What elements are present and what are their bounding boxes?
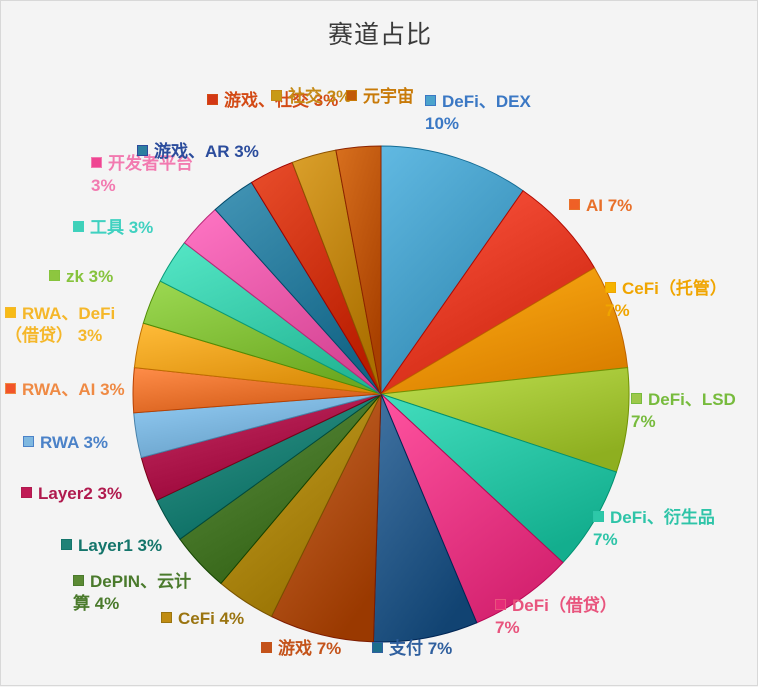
pie-slice-label-text: RWA、AI 3%: [22, 380, 125, 399]
pie-slice-label[interactable]: DePIN、云计算 4%: [73, 571, 193, 615]
legend-swatch-icon: [346, 90, 357, 101]
legend-swatch-icon: [207, 94, 218, 105]
legend-swatch-icon: [5, 383, 16, 394]
pie-slice-label-text: 支付 7%: [389, 639, 453, 658]
pie-slice-label[interactable]: zk 3%: [49, 266, 113, 288]
pie-slice-label-text: CeFi 4%: [178, 609, 245, 628]
legend-swatch-icon: [23, 436, 34, 447]
pie-slice-label[interactable]: 工具 3%: [73, 217, 153, 239]
legend-swatch-icon: [593, 511, 604, 522]
legend-swatch-icon: [631, 393, 642, 404]
pie-slice-label-text: AI 7%: [586, 196, 633, 215]
legend-swatch-icon: [569, 199, 580, 210]
pie-slice-label[interactable]: CeFi（托管） 7%: [605, 278, 755, 322]
legend-swatch-icon: [271, 90, 282, 101]
pie-slice-label[interactable]: 支付 7%: [372, 638, 452, 660]
pie-slice-label[interactable]: DeFi、DEX 10%: [425, 91, 555, 135]
pie-slice-label-text: 游戏、AR 3%: [154, 142, 259, 161]
pie-slice-label-text: 社交 3%: [288, 87, 352, 106]
pie-slice[interactable]: [380, 393, 564, 624]
pie-slice[interactable]: [372, 393, 478, 643]
pie-slice-label[interactable]: 游戏、AR 3%: [137, 141, 259, 163]
legend-swatch-icon: [425, 95, 436, 106]
pie-slice-label-text: Layer1 3%: [78, 536, 163, 555]
pie-slice[interactable]: [380, 190, 596, 395]
pie-slice[interactable]: [335, 145, 382, 395]
pie-slice-label[interactable]: Layer2 3%: [21, 483, 122, 505]
pie-slice-label-text: DeFi、DEX 10%: [425, 92, 531, 133]
pie-slice-label[interactable]: RWA、DeFi（借贷） 3%: [5, 303, 145, 347]
pie-slice-label-text: 元宇宙: [363, 87, 414, 106]
pie-slice-label[interactable]: Layer1 3%: [61, 535, 162, 557]
pie-slice-label[interactable]: RWA、AI 3%: [5, 379, 125, 401]
pie-slice-label-text: CeFi（托管） 7%: [605, 279, 727, 320]
legend-swatch-icon: [495, 599, 506, 610]
legend-swatch-icon: [73, 575, 84, 586]
pie-slice[interactable]: [380, 367, 630, 473]
pie-slice-label[interactable]: RWA 3%: [23, 432, 108, 454]
pie-slice-label-text: 开发者平台 3%: [91, 154, 193, 195]
pie-slice-label-text: 工具 3%: [90, 218, 154, 237]
pie-slice-label-text: RWA 3%: [40, 433, 109, 452]
legend-swatch-icon: [5, 307, 16, 318]
pie-slice-label[interactable]: CeFi 4%: [161, 608, 244, 630]
pie-slice-label-text: DeFi、LSD 7%: [631, 390, 736, 431]
pie-slice[interactable]: [380, 145, 524, 396]
pie-slice-label[interactable]: 社交 3%: [271, 86, 381, 108]
pie-slice-label[interactable]: DeFi、LSD 7%: [631, 389, 758, 433]
pie-slice-label[interactable]: 开发者平台 3%: [91, 153, 211, 197]
legend-swatch-icon: [605, 282, 616, 293]
pie-slice[interactable]: [380, 267, 629, 395]
legend-swatch-icon: [49, 270, 60, 281]
legend-swatch-icon: [137, 145, 148, 156]
pie-slice-label-text: DeFi（借贷） 7%: [495, 596, 617, 637]
pie-slice-label-text: DePIN、云计算 4%: [73, 572, 192, 613]
legend-swatch-icon: [73, 221, 84, 232]
chart-title: 赛道占比: [327, 20, 432, 49]
pie-slice-label[interactable]: DeFi（借贷） 7%: [495, 595, 645, 639]
legend-swatch-icon: [91, 157, 102, 168]
pie-slice-label-text: Layer2 3%: [38, 484, 123, 503]
pie-slice-label[interactable]: DeFi、衍生品 7%: [593, 507, 743, 551]
pie-slice-label-text: zk 3%: [66, 267, 114, 286]
pie-slice-label[interactable]: 游戏 7%: [261, 638, 341, 660]
pie-slice-label-text: RWA、DeFi（借贷） 3%: [5, 304, 116, 345]
pie-slice-label-text: DeFi、衍生品 7%: [593, 508, 715, 549]
pie-slice-label[interactable]: 元宇宙: [346, 86, 414, 108]
pie-slice[interactable]: [270, 393, 382, 643]
legend-swatch-icon: [61, 539, 72, 550]
pie-slice-label[interactable]: AI 7%: [569, 195, 632, 217]
legend-swatch-icon: [261, 642, 272, 653]
legend-swatch-icon: [21, 487, 32, 498]
legend-swatch-icon: [161, 612, 172, 623]
legend-swatch-icon: [372, 642, 383, 653]
pie-slice-group: [132, 145, 630, 643]
pie-slice-label-text: 游戏 7%: [278, 639, 342, 658]
